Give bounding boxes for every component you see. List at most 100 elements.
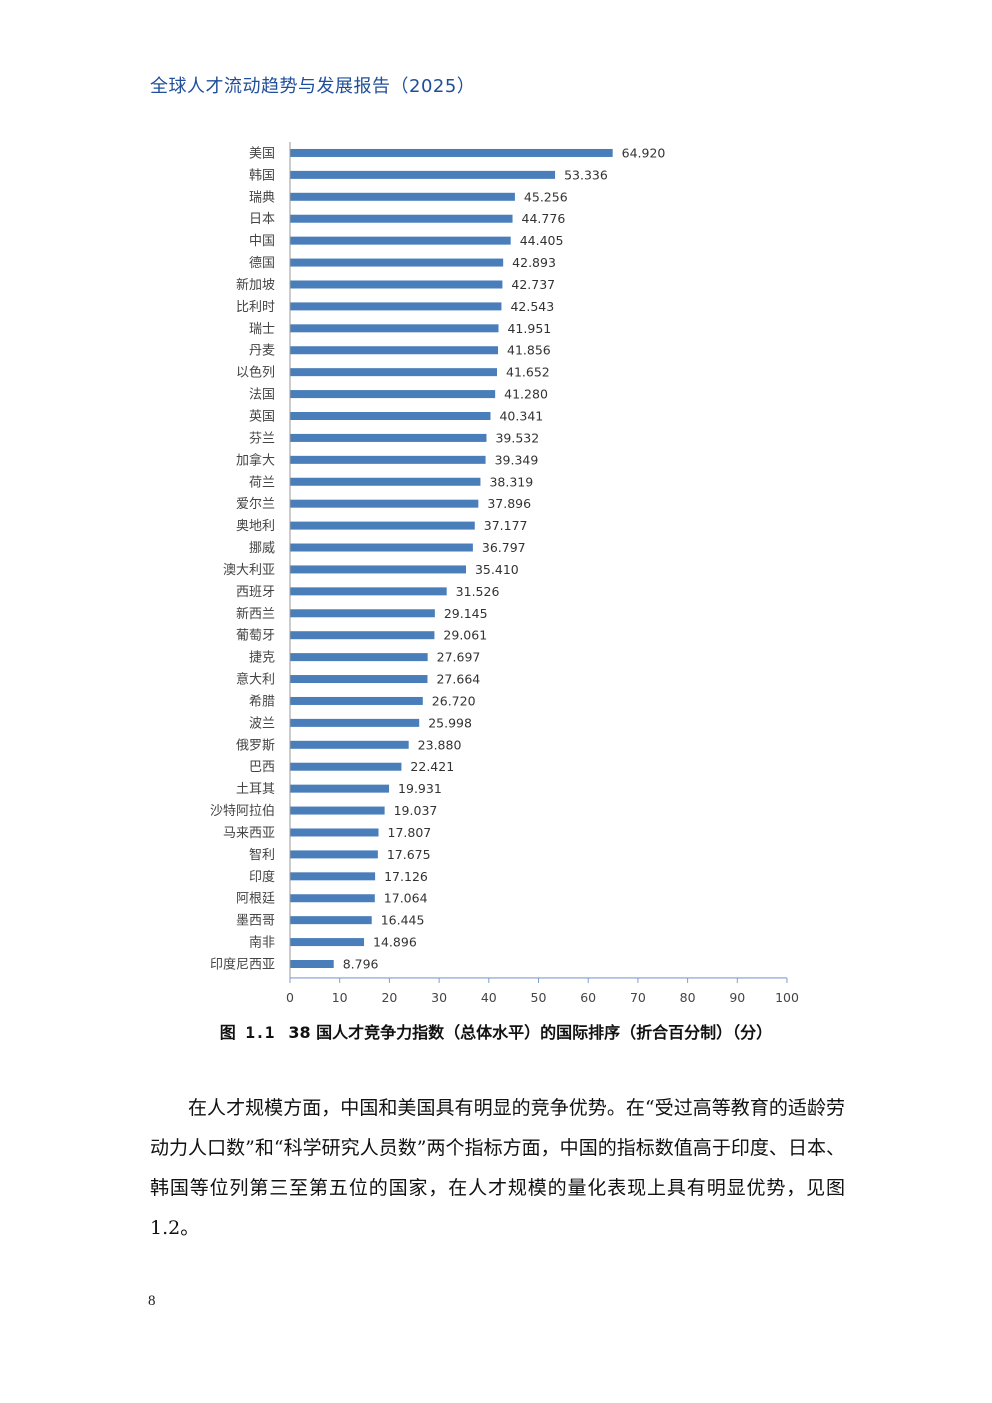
value-label-11: 41.280 (504, 387, 548, 402)
category-label-32: 智利 (249, 848, 275, 863)
value-label-35: 16.445 (381, 913, 425, 928)
bar-0 (290, 148, 613, 157)
category-label-10: 以色列 (236, 365, 275, 381)
bars-layer (290, 148, 613, 968)
value-label-21: 29.145 (444, 606, 488, 621)
bar-27 (290, 740, 409, 749)
bar-15 (290, 477, 481, 486)
bar-8 (290, 324, 499, 333)
category-label-28: 巴西 (249, 760, 275, 775)
category-label-35: 墨西哥 (236, 914, 275, 929)
value-label-37: 8.796 (343, 957, 379, 972)
value-label-8: 41.951 (507, 321, 551, 336)
bar-25 (290, 696, 423, 705)
category-label-17: 奥地利 (236, 519, 275, 534)
bar-36 (290, 938, 365, 947)
value-label-32: 17.675 (387, 847, 431, 862)
x-tick-label-7: 70 (630, 990, 646, 1005)
x-tick-label-1: 10 (332, 990, 348, 1005)
value-label-16: 37.896 (487, 496, 531, 511)
category-label-2: 瑞典 (249, 190, 275, 205)
value-label-12: 40.341 (499, 409, 543, 424)
x-tick-label-10: 100 (775, 990, 799, 1005)
value-label-34: 17.064 (384, 891, 428, 906)
bar-12 (290, 412, 491, 420)
x-tick-label-0: 0 (286, 990, 294, 1005)
bar-16 (290, 499, 479, 508)
bar-7 (290, 302, 502, 311)
value-label-27: 23.880 (418, 737, 462, 752)
value-label-7: 42.543 (510, 299, 554, 314)
value-label-23: 27.697 (437, 650, 481, 665)
bar-chart: 美国 64.920 韩国 53.336 瑞典 45.256 日本 44.776 中国 44.405… (210, 142, 799, 1005)
value-label-33: 17.126 (384, 869, 428, 884)
x-tick-label-8: 80 (680, 990, 696, 1005)
category-label-19: 澳大利亚 (223, 562, 275, 578)
category-label-14: 加拿大 (236, 452, 275, 468)
value-label-30: 19.037 (394, 803, 438, 818)
value-label-3: 44.776 (522, 211, 566, 226)
category-label-34: 阿根廷 (236, 892, 275, 907)
category-label-9: 丹麦 (249, 344, 275, 359)
category-label-25: 希腊 (249, 694, 275, 709)
value-label-22: 29.061 (443, 628, 487, 643)
value-label-15: 38.319 (489, 474, 533, 489)
bar-13 (290, 433, 487, 442)
x-tick-label-2: 20 (381, 990, 397, 1005)
value-label-20: 31.526 (456, 584, 500, 599)
bar-24 (290, 675, 428, 684)
category-label-36: 南非 (249, 935, 275, 951)
bar-34 (290, 894, 375, 903)
category-label-15: 荷兰 (249, 475, 275, 490)
category-label-16: 爱尔兰 (236, 497, 275, 512)
value-label-29: 19.931 (398, 781, 442, 796)
category-label-8: 瑞士 (249, 322, 275, 337)
category-label-31: 马来西亚 (223, 826, 275, 841)
category-label-11: 法国 (249, 388, 275, 403)
bar-3 (290, 214, 513, 223)
value-label-9: 41.856 (507, 343, 551, 358)
category-label-13: 芬兰 (249, 431, 275, 446)
category-label-6: 新加坡 (236, 277, 275, 293)
value-label-17: 37.177 (484, 518, 528, 533)
bar-11 (290, 390, 496, 399)
value-label-0: 64.920 (622, 145, 666, 160)
bar-20 (290, 587, 447, 596)
figure-number: 图 1.1 (219, 1023, 275, 1042)
value-label-19: 35.410 (475, 562, 519, 577)
value-label-18: 36.797 (482, 540, 526, 555)
page-number: 8 (148, 1293, 156, 1309)
value-label-10: 41.652 (506, 365, 550, 380)
x-tick-label-5: 50 (531, 990, 547, 1005)
category-label-24: 意大利 (236, 672, 275, 688)
category-label-3: 日本 (249, 212, 275, 227)
value-label-6: 42.737 (511, 277, 555, 292)
bar-23 (290, 653, 428, 662)
x-tick-label-4: 40 (481, 990, 497, 1005)
category-label-21: 新西兰 (236, 606, 275, 622)
bar-31 (290, 828, 379, 837)
value-label-1: 53.336 (564, 167, 608, 182)
bar-6 (290, 280, 503, 289)
bar-19 (290, 565, 466, 574)
bar-9 (290, 346, 499, 355)
bar-2 (290, 192, 515, 201)
figure-caption: 图 1.1 38 国人才竞争力指数（总体水平）的国际排序（折合百分制）（分） (0, 1019, 992, 1043)
bar-30 (290, 806, 385, 815)
bar-18 (290, 543, 473, 552)
category-label-4: 中国 (249, 234, 275, 249)
category-label-30: 沙特阿拉伯 (210, 804, 275, 819)
category-label-5: 德国 (249, 256, 275, 271)
value-label-24: 27.664 (436, 672, 480, 687)
category-label-7: 比利时 (236, 300, 275, 315)
category-label-37: 印度尼西亚 (210, 957, 275, 973)
value-label-2: 45.256 (524, 189, 568, 204)
value-label-25: 26.720 (432, 693, 476, 708)
category-label-33: 印度 (249, 869, 275, 885)
bar-5 (290, 258, 504, 267)
category-label-29: 土耳其 (236, 782, 275, 797)
bar-21 (290, 609, 435, 618)
value-label-5: 42.893 (512, 255, 556, 270)
axis-layer: 0 10 20 30 40 50 60 70 80 90 100 (286, 142, 799, 1005)
category-label-23: 捷克 (249, 651, 275, 666)
